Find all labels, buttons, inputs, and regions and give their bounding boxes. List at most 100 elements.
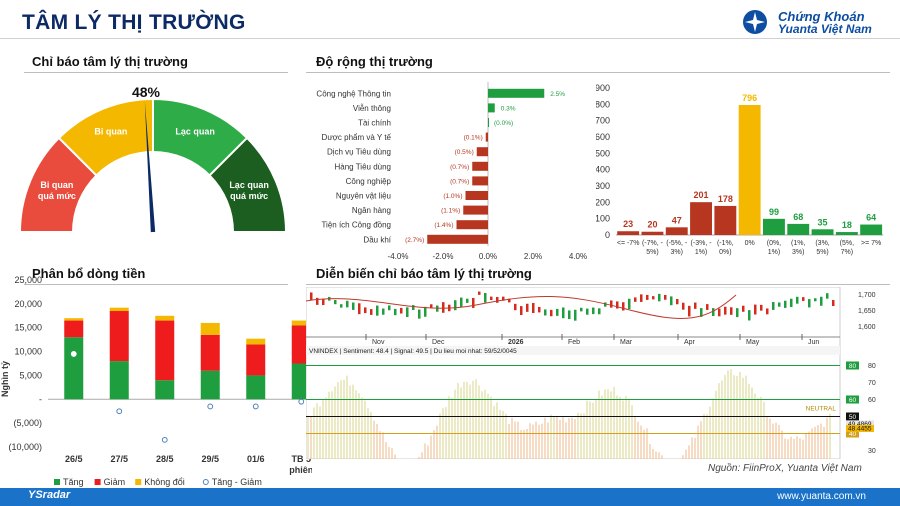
flow-bar-segment <box>200 370 220 400</box>
history-section-rule <box>306 284 890 285</box>
flow-y-tick: 15,000 <box>14 323 42 333</box>
history-x-tick: 2026 <box>508 339 524 346</box>
dist-category-label: 7%) <box>841 249 853 256</box>
history-x-tick: Mar <box>620 339 633 346</box>
sector-category-label: Dược phẩm và Y tế <box>322 133 392 142</box>
dist-bar <box>787 223 810 235</box>
history-candle <box>640 294 643 302</box>
gauge-band-label: quá mức <box>38 191 76 201</box>
dist-y-tick: 900 <box>596 83 610 93</box>
sector-value-label: (0.5%) <box>455 149 474 156</box>
history-candle <box>346 300 349 308</box>
flow-bar-segment <box>246 344 266 376</box>
history-candle <box>616 301 619 309</box>
history-candle <box>736 308 739 318</box>
sector-bar <box>472 176 488 186</box>
dist-category-label: (3%, <box>815 240 829 247</box>
flow-y-tick: 25,000 <box>14 276 42 285</box>
sector-value-label: (0.7%) <box>450 164 469 171</box>
dist-value-label: 23 <box>623 219 633 229</box>
logo-line2: Yuanta Việt Nam <box>778 22 872 36</box>
history-candle <box>550 309 553 317</box>
history-sentiment-tick: 80 <box>868 363 876 370</box>
yuanta-logo: Chứng Khoán Yuanta Việt Nam <box>742 9 892 36</box>
history-candle <box>826 293 829 299</box>
flow-diff-point <box>207 403 214 410</box>
dist-category-label: 0%) <box>719 249 731 256</box>
dist-category-label: 3%) <box>671 249 683 256</box>
sentiment-history-chart: Nov Dec 2026 Feb Mar Apr May Jun 1,700 1,650 1,600… <box>306 287 876 459</box>
history-current-value: 49.4869 <box>848 421 872 428</box>
flow-bar-segment <box>155 380 175 400</box>
history-candle <box>832 300 835 307</box>
history-candle <box>454 300 457 311</box>
history-candle <box>460 297 463 307</box>
gauge-band-label: Bi quan <box>94 126 127 136</box>
history-candle <box>418 309 421 319</box>
history-candle <box>724 306 727 315</box>
sentiment-section-title: Chỉ báo tâm lý thị trường <box>32 54 188 69</box>
history-candle <box>814 298 817 302</box>
history-candle <box>508 298 511 303</box>
history-x-tick: Dec <box>432 339 445 346</box>
dist-category-label: 3%) <box>792 249 804 256</box>
flow-bar-segment <box>200 322 220 335</box>
history-candle <box>334 299 337 305</box>
flow-category-label: 01/6 <box>247 454 265 464</box>
sector-category-label: Tài chính <box>358 119 391 128</box>
history-ref-badge-label: 80 <box>849 363 857 370</box>
dist-y-tick: 500 <box>596 148 610 158</box>
sector-x-tick: -2.0% <box>433 252 454 261</box>
sector-category-label: Ngân hàng <box>352 206 391 215</box>
history-candle <box>382 308 385 315</box>
sector-breadth-chart: Công nghệ Thông tin 2.5% Viễn thông 0.3% Tài… <box>316 82 587 261</box>
dist-category-label: 1%) <box>768 249 780 256</box>
sector-category-label: Công nghệ Thông tin <box>316 89 391 98</box>
flow-legend-marker <box>94 479 101 485</box>
dist-category-label: 1%) <box>695 249 707 256</box>
history-x-tick: Apr <box>684 339 696 346</box>
flow-y-tick: 5,000 <box>19 370 42 380</box>
flow-diff-point <box>252 403 259 410</box>
dist-category-label: (-5%, - <box>666 240 688 247</box>
history-candle <box>652 296 655 300</box>
dist-bar <box>665 227 688 235</box>
sector-bar <box>485 132 488 142</box>
flow-legend-label: Không đổi <box>144 477 185 487</box>
sector-value-label: (0.7%) <box>450 178 469 185</box>
history-neutral-label: NEUTRAL <box>806 406 837 413</box>
sector-value-label: 2.5% <box>550 91 565 98</box>
dist-bar <box>835 232 858 235</box>
dist-value-label: 35 <box>818 217 828 227</box>
flow-y-tick: (5,000) <box>13 418 42 428</box>
sector-x-tick: 0.0% <box>479 252 497 261</box>
history-candle <box>496 296 499 303</box>
gauge-band-label: quá mức <box>230 191 268 201</box>
history-candle <box>352 302 355 310</box>
flow-legend-label: Tăng - Giảm <box>212 477 262 487</box>
sector-category-label: Dầu khí <box>363 235 391 244</box>
history-candle <box>676 299 679 305</box>
history-candle <box>604 302 607 307</box>
history-sentiment-tick: 60 <box>868 397 876 404</box>
history-candle <box>478 291 481 295</box>
sector-bar <box>463 205 488 215</box>
source-note: Nguồn: FiinProX, Yuanta Việt Nam <box>708 463 862 474</box>
flow-y-tick: 10,000 <box>14 347 42 357</box>
history-candle <box>628 298 631 310</box>
sector-x-tick: 2.0% <box>524 252 542 261</box>
sector-bar <box>427 234 488 244</box>
history-candle <box>544 309 547 316</box>
history-candle <box>802 297 805 301</box>
history-candle <box>766 308 769 315</box>
dist-value-label: 47 <box>672 215 682 225</box>
header-divider <box>0 38 900 39</box>
dist-category-label: (-7%, - <box>642 240 664 247</box>
website-link[interactable]: www.yuanta.com.vn <box>777 491 866 502</box>
sector-bar <box>465 191 488 200</box>
history-candle <box>760 304 763 311</box>
gauge-band-label: Bi quan <box>40 180 73 190</box>
history-candle <box>376 305 379 316</box>
flow-legend-marker <box>202 479 209 485</box>
